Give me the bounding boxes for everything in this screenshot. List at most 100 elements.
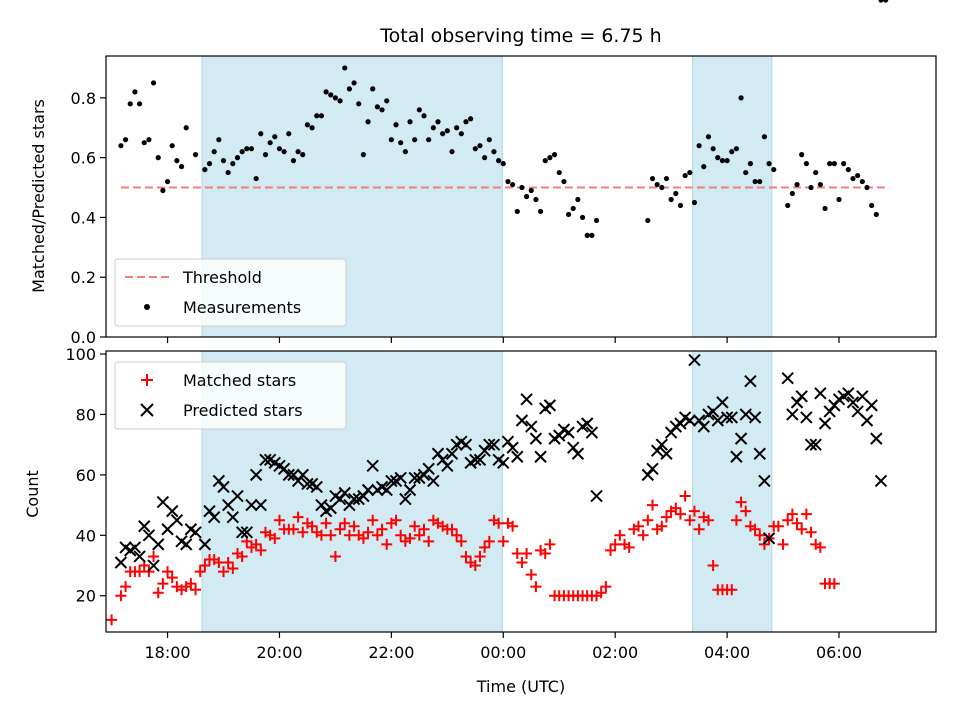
matched-star-point bbox=[236, 550, 248, 562]
matched-star-point bbox=[707, 560, 719, 572]
measurement-point bbox=[328, 92, 334, 98]
predicted-star-point bbox=[851, 405, 864, 418]
measurement-point bbox=[356, 101, 362, 107]
measurement-point bbox=[267, 140, 273, 146]
measurement-point bbox=[808, 184, 814, 191]
predicted-star-point bbox=[744, 375, 757, 388]
measurement-point bbox=[766, 161, 772, 167]
measurement-point bbox=[379, 107, 385, 113]
shaded-interval-1 bbox=[692, 55, 773, 338]
measurement-point bbox=[663, 175, 670, 182]
measurement-point bbox=[286, 131, 292, 137]
measurement-point bbox=[584, 232, 590, 238]
measurement-point bbox=[528, 187, 534, 194]
measurement-point bbox=[290, 158, 297, 164]
predicted-star-point bbox=[282, 468, 295, 482]
matched-star-point bbox=[479, 541, 491, 553]
measurement-point bbox=[752, 178, 758, 185]
matched-star-point bbox=[292, 511, 304, 523]
matched-star-point bbox=[828, 578, 840, 590]
measurement-point bbox=[537, 208, 544, 215]
predicted-star-point bbox=[683, 414, 697, 427]
measurement-point bbox=[304, 122, 311, 128]
measurement-point bbox=[416, 107, 422, 113]
predicted-star-point bbox=[254, 498, 268, 512]
measurement-point bbox=[360, 152, 366, 158]
matched-star-point bbox=[306, 520, 318, 532]
top-legend-box bbox=[114, 258, 347, 327]
predicted-star-point bbox=[338, 486, 351, 500]
measurement-point bbox=[785, 202, 791, 209]
matched-star-point bbox=[218, 566, 230, 578]
matched-star-point bbox=[800, 508, 812, 520]
predicted-star-point bbox=[441, 459, 454, 473]
matched-star-point bbox=[614, 529, 626, 541]
measurement-point bbox=[761, 134, 768, 140]
predicted-star-point bbox=[324, 501, 337, 515]
predicted-star-point bbox=[688, 353, 701, 367]
measurement-point bbox=[202, 166, 208, 173]
measurement-point bbox=[374, 104, 380, 110]
measurement-point bbox=[421, 113, 427, 119]
matched-star-point bbox=[516, 557, 528, 569]
matched-star-point bbox=[805, 526, 817, 538]
matched-star-point bbox=[190, 584, 202, 596]
measurement-point bbox=[850, 175, 856, 182]
measurement-point bbox=[225, 169, 231, 176]
measurement-point bbox=[388, 137, 394, 143]
measurement-point bbox=[118, 143, 124, 149]
measurement-point bbox=[216, 137, 222, 143]
matched-star-point bbox=[371, 529, 383, 541]
measurement-point bbox=[318, 113, 325, 119]
predicted-star-point bbox=[138, 520, 151, 533]
matched-star-point bbox=[595, 587, 607, 599]
measurement-point bbox=[482, 155, 488, 161]
measurement-point bbox=[878, 0, 884, 3]
measurement-point bbox=[253, 175, 259, 182]
y-tick-label: 0.0 bbox=[71, 328, 96, 347]
predicted-star-point bbox=[748, 411, 762, 424]
measurement-point bbox=[715, 155, 721, 161]
measurement-point bbox=[132, 89, 138, 95]
matched-star-point bbox=[115, 590, 127, 602]
matched-star-point bbox=[446, 523, 458, 535]
predicted-star-point bbox=[189, 526, 202, 539]
predicted-star-point bbox=[581, 417, 594, 430]
predicted-star-point bbox=[860, 414, 874, 427]
measurement-point bbox=[426, 137, 432, 143]
matched-star-point bbox=[362, 526, 374, 538]
predicted-star-point bbox=[730, 450, 743, 463]
measurement-point bbox=[687, 169, 693, 176]
measurement-point bbox=[691, 199, 698, 206]
predicted-star-point bbox=[762, 532, 776, 545]
measurement-point bbox=[146, 137, 152, 143]
matched-star-point bbox=[404, 532, 416, 544]
legend-matched-label: Matched stars bbox=[183, 371, 296, 390]
measurement-point bbox=[150, 80, 157, 86]
predicted-star-point bbox=[846, 396, 860, 409]
measurement-point bbox=[668, 196, 674, 203]
matched-star-point bbox=[786, 508, 798, 520]
measurement-point bbox=[398, 140, 404, 146]
bottom-y-axis-label: Count bbox=[23, 470, 42, 518]
matched-star-point bbox=[772, 520, 784, 532]
measurement-point bbox=[542, 158, 548, 164]
x-tick-label: 06:00 bbox=[816, 643, 862, 662]
bottom-y-axis: 20 40 60 80 100 bbox=[65, 345, 106, 606]
bottom-legend-box bbox=[114, 361, 347, 430]
predicted-star-point bbox=[804, 438, 818, 451]
predicted-star-point bbox=[240, 526, 254, 539]
predicted-star-point bbox=[445, 447, 459, 460]
measurement-point bbox=[468, 116, 474, 122]
measurement-point bbox=[743, 169, 749, 176]
predicted-star-point bbox=[515, 414, 529, 427]
measurement-point bbox=[523, 193, 530, 200]
measurement-point bbox=[351, 80, 357, 86]
measurement-point bbox=[337, 98, 343, 104]
predicted-star-point bbox=[399, 492, 412, 506]
predicted-star-point bbox=[427, 474, 440, 488]
matched-star-point bbox=[255, 544, 267, 556]
measurement-point bbox=[435, 119, 441, 125]
x-tick-label: 02:00 bbox=[592, 643, 638, 662]
predicted-star-point bbox=[534, 450, 547, 463]
